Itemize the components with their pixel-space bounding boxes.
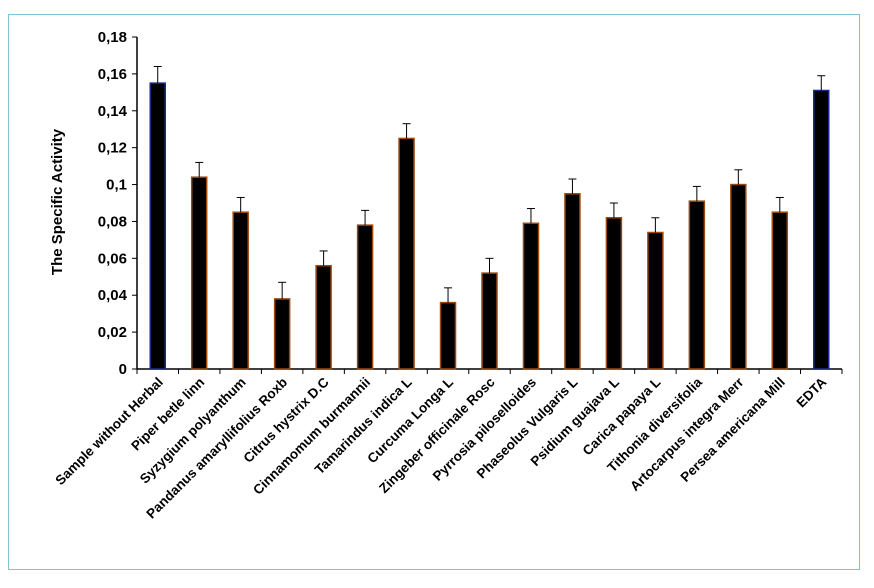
bar: [315, 264, 332, 370]
bar: [149, 82, 166, 370]
bars: [149, 82, 830, 370]
bar: [647, 231, 664, 370]
y-tick-label: 0,1: [106, 177, 127, 194]
bar: [232, 211, 249, 370]
x-category-label: EDTA: [794, 374, 830, 410]
x-category-label: Piper betle linn: [128, 375, 207, 454]
bar: [481, 272, 498, 370]
y-tick-label: 0: [119, 361, 127, 378]
bar: [813, 89, 830, 370]
bar: [273, 298, 291, 370]
y-tick-labels: 0 0,02 0,04 0,06 0,08 0,1 0,12 0,14 0,16 0,18: [98, 29, 128, 378]
bar: [398, 137, 415, 370]
bar: [730, 183, 747, 370]
bar: [190, 176, 208, 370]
y-axis-title: The Specific Activity: [49, 128, 66, 275]
bar: [439, 301, 457, 370]
y-tick-label: 0,08: [98, 213, 127, 230]
y-tick-label: 0,16: [98, 66, 127, 83]
error-bars: [153, 66, 826, 303]
y-tick-label: 0,04: [98, 287, 128, 304]
bar: [522, 222, 540, 370]
bar: [771, 211, 789, 370]
y-tick-label: 0,12: [98, 140, 127, 157]
bar: [688, 200, 706, 370]
y-tick-label: 0,06: [98, 250, 127, 267]
y-tick-label: 0,14: [98, 103, 128, 120]
y-tick-label: 0,18: [98, 29, 127, 46]
y-tick-label: 0,02: [98, 324, 127, 341]
bar: [605, 217, 623, 370]
bar: [356, 224, 374, 370]
bar: [564, 193, 581, 370]
x-category-label: Carica papaya L: [580, 375, 664, 459]
